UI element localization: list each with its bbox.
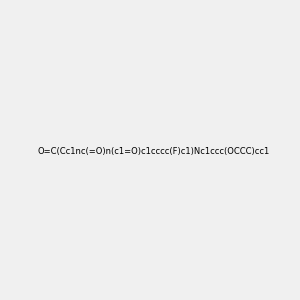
Text: O=C(Cc1nc(=O)n(c1=O)c1cccc(F)c1)Nc1ccc(OCCC)cc1: O=C(Cc1nc(=O)n(c1=O)c1cccc(F)c1)Nc1ccc(O… [38,147,270,156]
